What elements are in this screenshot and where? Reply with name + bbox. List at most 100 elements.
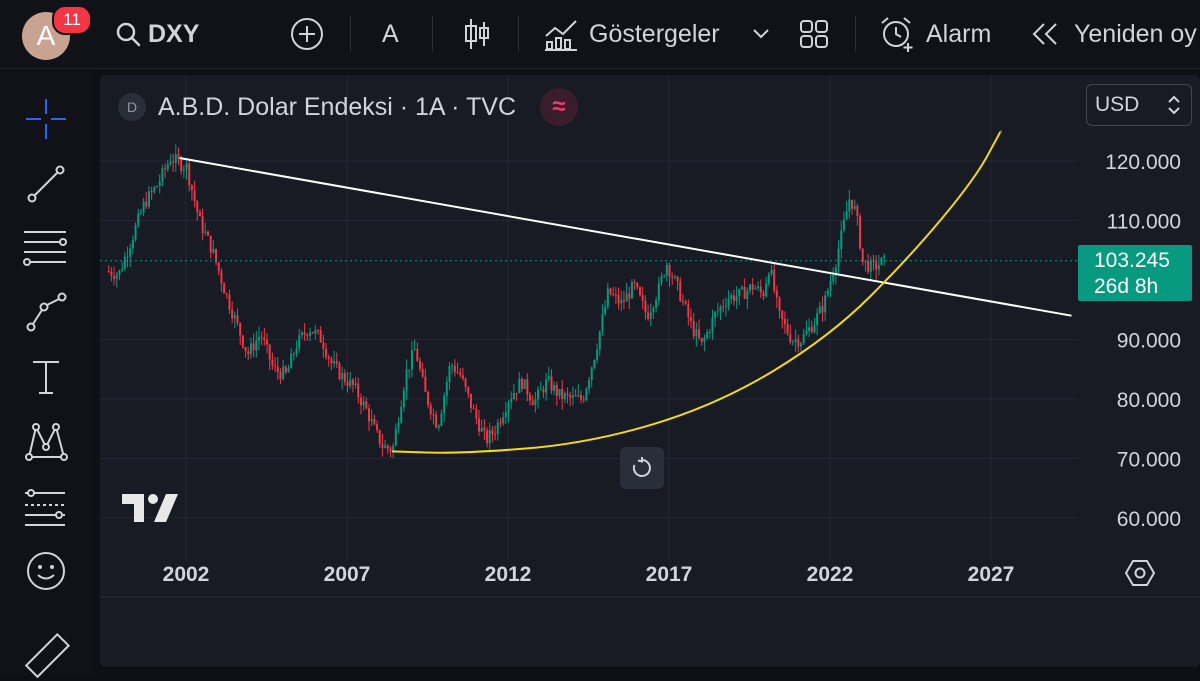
chart-canvas[interactable]: 2002 2007 2012 2017 2022 2027 120.000 110.000 90… <box>100 75 1200 667</box>
candle-body <box>649 312 652 319</box>
path-tool[interactable] <box>22 287 70 335</box>
candle-body <box>687 303 690 318</box>
candle-body <box>652 307 655 313</box>
candle-body <box>714 312 717 318</box>
candle-body <box>577 394 580 397</box>
alarm-button[interactable]: Alarm <box>878 0 991 68</box>
candle-body <box>282 366 285 379</box>
candle-body <box>561 388 564 400</box>
avatar-letter: A <box>36 20 56 51</box>
candle-body <box>596 349 599 360</box>
trendline-tool[interactable] <box>22 160 70 208</box>
candle-body <box>716 311 719 313</box>
candle-body <box>169 161 172 165</box>
candle-body <box>679 281 682 302</box>
candle-body <box>201 216 204 233</box>
reset-chart-button[interactable] <box>620 447 664 489</box>
candle-body <box>606 288 609 307</box>
candle-body <box>537 389 540 400</box>
fib-retracement-tool[interactable] <box>22 224 70 272</box>
candle-body <box>749 284 752 291</box>
candle-body <box>188 163 191 186</box>
candle-body <box>268 344 271 360</box>
candle-body <box>746 290 749 299</box>
candle-body <box>212 248 215 253</box>
candle-body <box>730 295 733 299</box>
candle-body <box>427 391 430 405</box>
candle-body <box>518 378 521 394</box>
candle-body <box>378 430 381 445</box>
candle-body <box>182 169 185 171</box>
candle-body <box>802 334 805 344</box>
candle-body <box>131 239 134 249</box>
candle-body <box>585 388 588 401</box>
x-axis-tick-label: 2017 <box>646 563 693 586</box>
text-tool[interactable] <box>22 353 70 401</box>
candle-body <box>217 262 220 272</box>
currency-select[interactable]: USD <box>1086 84 1192 126</box>
candle-body <box>193 190 196 202</box>
candle-body <box>859 215 862 249</box>
candle-body <box>824 295 827 313</box>
candle-body <box>209 235 212 253</box>
candle-body <box>681 301 684 303</box>
candle-body <box>719 306 722 312</box>
ruler-tool[interactable] <box>22 633 70 681</box>
candle-body <box>496 422 499 435</box>
candle-body <box>443 395 446 414</box>
currency-value: USD <box>1095 93 1140 116</box>
candle-body <box>480 427 483 432</box>
candle-body <box>306 334 309 336</box>
plus-circle-icon <box>291 18 323 50</box>
candle-body <box>488 430 491 444</box>
candle-body <box>738 288 741 297</box>
candle-body <box>875 261 878 270</box>
x-axis-tick-label: 2027 <box>968 563 1015 586</box>
candle-body <box>233 315 236 319</box>
candle-body <box>451 365 454 367</box>
replay-button[interactable]: Yeniden oy <box>1030 0 1197 68</box>
alarm-label: Alarm <box>926 19 992 48</box>
candle-body <box>177 154 180 159</box>
candle-body <box>740 286 743 289</box>
pattern-tool[interactable] <box>22 417 70 465</box>
candle-body <box>665 264 668 276</box>
candle-body <box>609 288 612 295</box>
candle-body <box>526 379 529 395</box>
candle-body <box>325 348 328 357</box>
candle-body <box>832 275 835 282</box>
candle-body <box>499 422 502 424</box>
candle-body <box>612 294 615 296</box>
candle-body <box>743 286 746 299</box>
indicators-dropdown[interactable] <box>752 0 770 68</box>
symbol-label: DXY <box>148 19 200 48</box>
compare-symbol-button[interactable] <box>289 0 325 68</box>
chart-type-button[interactable] <box>462 0 492 68</box>
interval-button[interactable]: A <box>382 0 399 68</box>
candle-body <box>625 293 628 302</box>
candle-body <box>456 372 459 374</box>
candle-body <box>118 270 121 275</box>
layouts-button[interactable] <box>798 0 830 68</box>
indicators-button[interactable]: Göstergeler <box>543 0 720 68</box>
forecast-tool[interactable] <box>22 483 70 531</box>
candle-body <box>657 282 660 301</box>
indicator-wave-icon[interactable]: ≈ <box>540 88 578 126</box>
candle-body <box>797 339 800 347</box>
candle-body <box>510 398 513 403</box>
x-axis-tick-label: 2002 <box>163 563 210 586</box>
chart-settings-icon[interactable] <box>1125 558 1155 588</box>
candle-body <box>579 394 582 400</box>
candle-body <box>829 281 832 291</box>
candle-body <box>107 271 110 273</box>
candle-body <box>405 369 408 391</box>
crosshair-tool[interactable] <box>22 95 70 143</box>
candle-body <box>821 306 824 313</box>
symbol-search[interactable]: DXY <box>114 0 199 68</box>
smiley-icon <box>27 552 65 590</box>
emoji-tool[interactable] <box>22 547 70 595</box>
chart-panel[interactable]: 2002 2007 2012 2017 2022 2027 120.000 110.000 90… <box>100 75 1200 667</box>
candle-body <box>196 201 199 213</box>
candle-body <box>260 336 263 338</box>
candle-body <box>778 297 781 311</box>
